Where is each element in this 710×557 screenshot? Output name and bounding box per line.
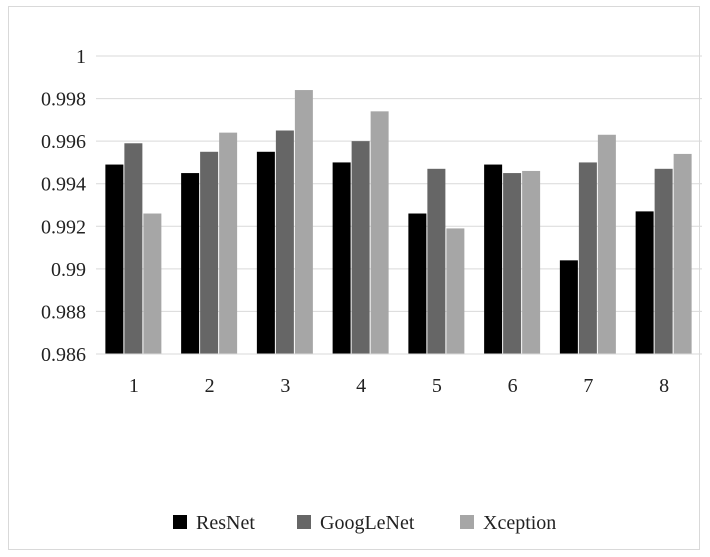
bar-xception-3 [294, 90, 313, 355]
legend-label-googlenet: GoogLeNet [320, 512, 415, 534]
bar-xception-4 [370, 111, 389, 354]
y-axis-tick-labels: 0.986 0.988 0.99 0.992 0.994 0.996 0.998 1 [41, 46, 86, 366]
legend-swatch-resnet [173, 515, 187, 529]
x-tick-label: 3 [280, 375, 290, 397]
x-tick-label: 4 [356, 375, 366, 397]
bar-xception-7 [597, 134, 616, 354]
x-tick-label: 7 [583, 375, 593, 397]
bar-googlenet-6 [503, 173, 522, 354]
bar-googlenet-1 [124, 143, 143, 354]
bar-resnet-5 [408, 213, 427, 354]
bar-resnet-3 [256, 151, 275, 354]
bar-resnet-2 [181, 173, 200, 354]
x-tick-label: 1 [129, 375, 139, 397]
bar-googlenet-2 [200, 151, 219, 354]
bar-googlenet-4 [351, 141, 370, 354]
x-axis-tick-labels: 1 2 3 4 5 6 7 8 [129, 375, 669, 397]
bar-resnet-4 [332, 162, 351, 354]
x-tick-label: 2 [205, 375, 215, 397]
bar-googlenet-7 [578, 162, 597, 354]
legend-swatch-xception [460, 515, 474, 529]
bar-xception-1 [143, 213, 162, 354]
bar-xception-6 [522, 170, 541, 354]
x-tick-label: 8 [659, 375, 669, 397]
y-tick-label: 0.996 [41, 131, 86, 153]
bar-xception-2 [219, 132, 238, 354]
y-tick-label: 1 [76, 46, 86, 68]
y-tick-label: 0.998 [41, 89, 86, 111]
y-tick-label: 0.988 [41, 301, 86, 323]
legend-label-xception: Xception [483, 512, 556, 534]
bar-googlenet-3 [275, 130, 294, 354]
legend-swatch-googlenet [297, 515, 311, 529]
bar-resnet-1 [105, 164, 124, 354]
y-tick-label: 0.99 [51, 259, 86, 281]
bar-googlenet-8 [654, 168, 673, 354]
y-tick-label: 0.986 [41, 344, 86, 366]
bars [105, 90, 692, 355]
x-tick-label: 6 [508, 375, 518, 397]
bar-googlenet-5 [427, 168, 446, 354]
bar-xception-8 [673, 153, 692, 354]
bar-resnet-8 [635, 211, 654, 354]
bar-resnet-7 [559, 260, 578, 354]
y-tick-label: 0.992 [41, 216, 86, 238]
x-tick-label: 5 [432, 375, 442, 397]
bar-resnet-6 [484, 164, 503, 354]
bar-xception-5 [446, 228, 465, 354]
legend-label-resnet: ResNet [196, 512, 255, 534]
legend: ResNet GoogLeNet Xception [173, 512, 556, 534]
y-tick-label: 0.994 [41, 174, 86, 196]
